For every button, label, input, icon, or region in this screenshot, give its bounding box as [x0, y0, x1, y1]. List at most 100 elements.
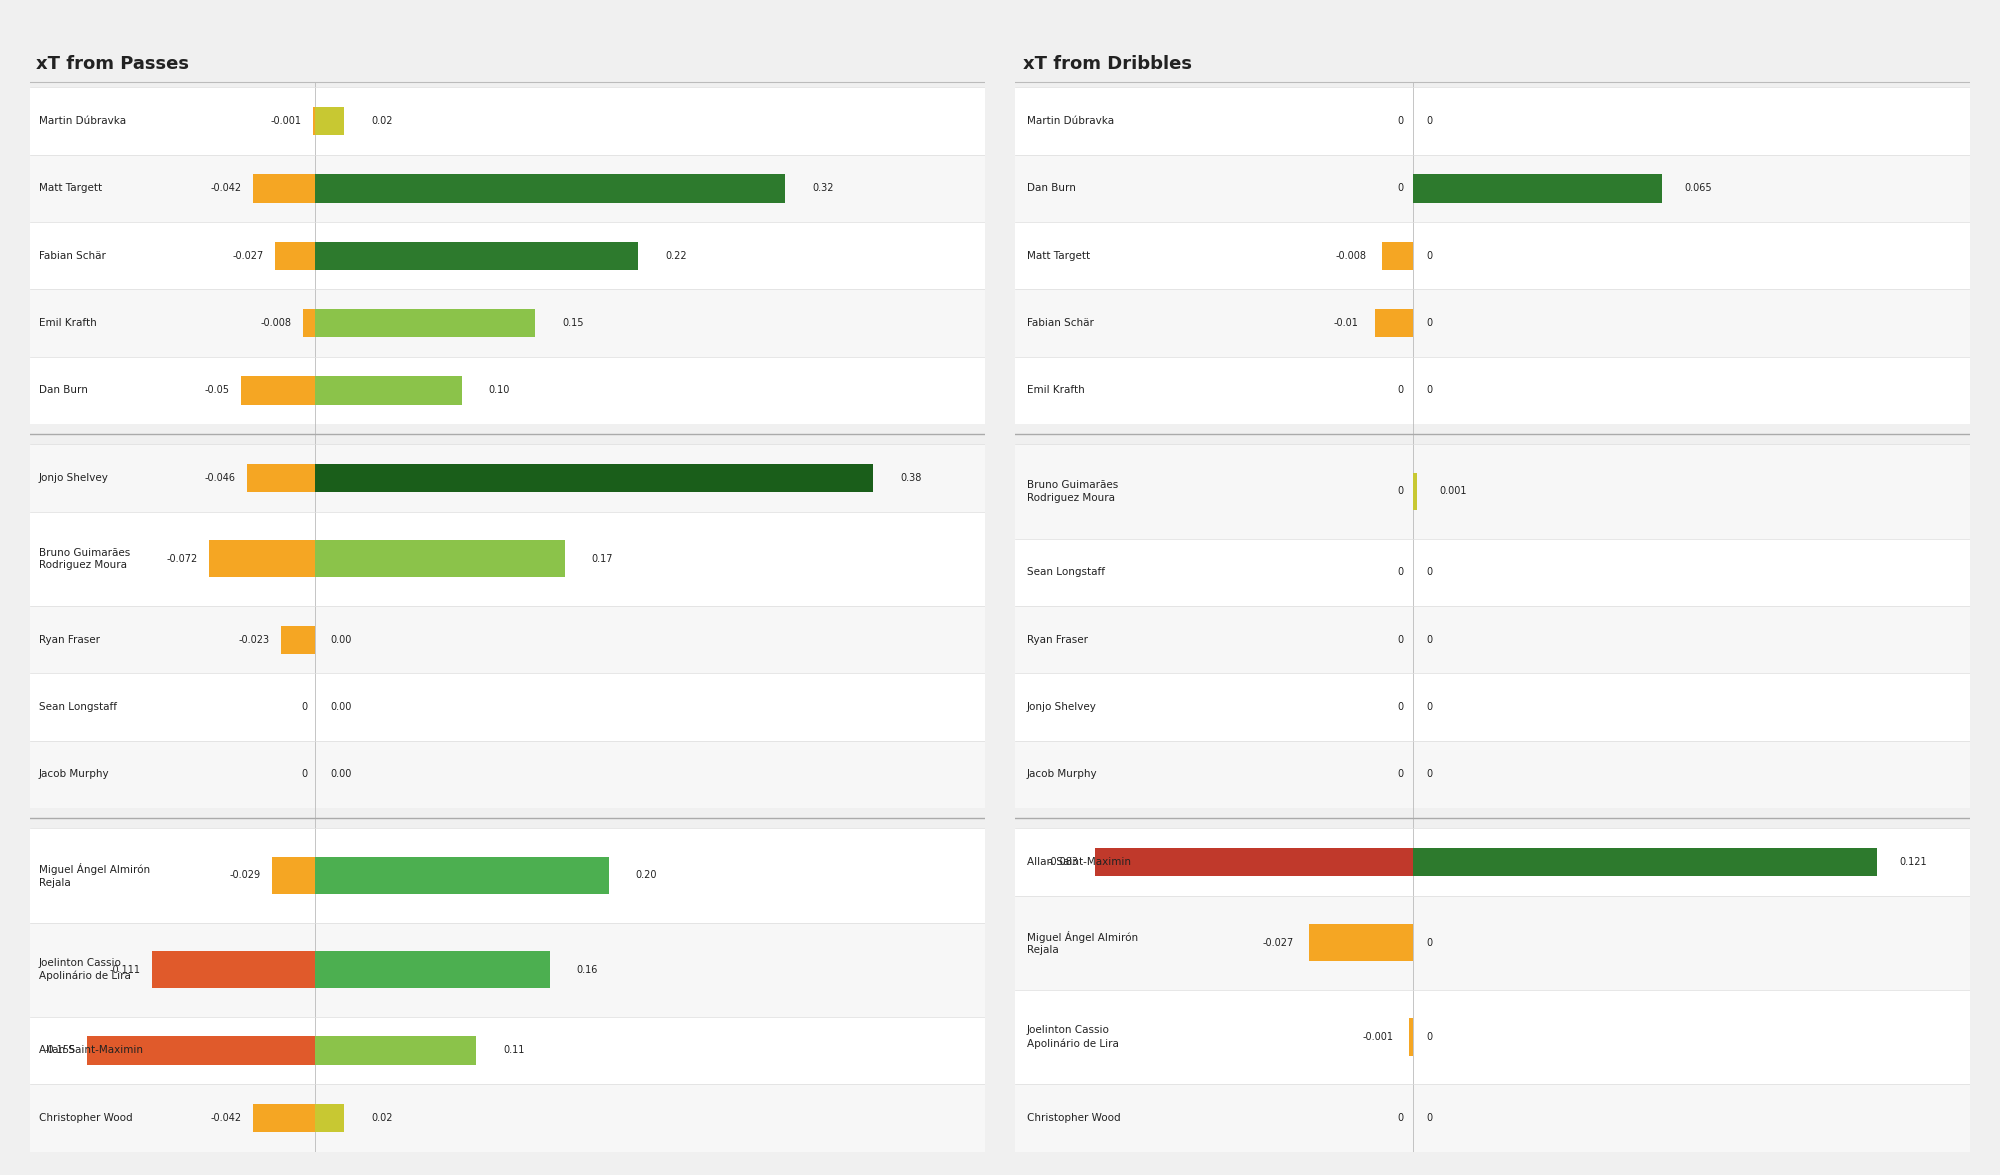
Text: Jonjo Shelvey: Jonjo Shelvey — [38, 474, 108, 483]
Text: Dan Burn: Dan Burn — [38, 385, 88, 396]
Text: 0: 0 — [1426, 318, 1432, 328]
Text: Matt Targett: Matt Targett — [1026, 250, 1090, 261]
Bar — [1016, 673, 1970, 740]
Text: 0: 0 — [1398, 701, 1404, 712]
Text: 0.00: 0.00 — [330, 770, 352, 779]
Bar — [30, 828, 984, 922]
Bar — [314, 174, 786, 202]
Bar — [30, 1085, 984, 1152]
Bar — [1016, 538, 1970, 606]
Bar — [280, 625, 314, 653]
Bar — [242, 376, 314, 404]
Bar — [314, 1103, 344, 1132]
Bar — [30, 740, 984, 808]
Text: -0.027: -0.027 — [232, 250, 264, 261]
Text: 0: 0 — [1398, 486, 1404, 497]
Text: 0: 0 — [1426, 770, 1432, 779]
Text: -0.05: -0.05 — [204, 385, 230, 396]
Text: 0: 0 — [1426, 568, 1432, 577]
Text: Christopher Wood: Christopher Wood — [1026, 1113, 1120, 1123]
Bar — [30, 444, 984, 511]
Text: Joelinton Cassio
Apolinário de Lira: Joelinton Cassio Apolinário de Lira — [38, 958, 130, 981]
Bar — [1094, 847, 1412, 877]
Text: Bruno Guimarães
Rodriguez Moura: Bruno Guimarães Rodriguez Moura — [1026, 481, 1118, 503]
Text: 0.001: 0.001 — [1440, 486, 1466, 497]
Text: 0: 0 — [1426, 938, 1432, 948]
Text: Miguel Ángel Almirón
Rejala: Miguel Ángel Almirón Rejala — [38, 864, 150, 887]
Bar — [1016, 895, 1970, 989]
Bar — [30, 222, 984, 289]
Text: 0: 0 — [1426, 250, 1432, 261]
Bar — [1410, 1019, 1412, 1055]
Text: Sean Longstaff: Sean Longstaff — [38, 701, 116, 712]
Text: 0.17: 0.17 — [592, 553, 612, 564]
Text: 0: 0 — [1398, 770, 1404, 779]
Text: 0.15: 0.15 — [562, 318, 584, 328]
Text: -0.072: -0.072 — [166, 553, 198, 564]
Text: Martin Dúbravka: Martin Dúbravka — [1026, 116, 1114, 126]
Text: 0: 0 — [1426, 116, 1432, 126]
Text: Bruno Guimarães
Rodriguez Moura: Bruno Guimarães Rodriguez Moura — [38, 548, 130, 570]
Bar — [1412, 474, 1416, 510]
Bar — [1016, 1085, 1970, 1152]
Bar — [276, 242, 314, 270]
Bar — [30, 87, 984, 155]
Text: 0: 0 — [1426, 1113, 1432, 1123]
Text: Fabian Schär: Fabian Schär — [38, 250, 106, 261]
Bar — [1016, 740, 1970, 808]
Bar — [314, 540, 564, 577]
Bar — [314, 951, 550, 988]
Bar — [1016, 155, 1970, 222]
Bar — [1016, 606, 1970, 673]
Text: Jacob Murphy: Jacob Murphy — [1026, 770, 1098, 779]
Bar — [254, 1103, 314, 1132]
Bar — [30, 357, 984, 424]
Text: 0: 0 — [1398, 385, 1404, 396]
Text: 0: 0 — [1398, 1113, 1404, 1123]
Text: -0.008: -0.008 — [1336, 250, 1366, 261]
Bar — [314, 857, 608, 894]
Text: Christopher Wood: Christopher Wood — [38, 1113, 132, 1123]
Text: 0: 0 — [1426, 1032, 1432, 1042]
Bar — [152, 951, 314, 988]
Bar — [30, 289, 984, 357]
Text: Fabian Schär: Fabian Schär — [1026, 318, 1094, 328]
Bar — [30, 673, 984, 740]
Text: -0.046: -0.046 — [204, 474, 236, 483]
Text: -0.001: -0.001 — [270, 116, 302, 126]
Text: Joelinton Cassio
Apolinário de Lira: Joelinton Cassio Apolinário de Lira — [1026, 1026, 1118, 1048]
Bar — [30, 606, 984, 673]
Text: 0.121: 0.121 — [1900, 857, 1928, 867]
Bar — [1016, 989, 1970, 1085]
Text: Ryan Fraser: Ryan Fraser — [38, 634, 100, 645]
Bar — [1016, 828, 1970, 895]
Bar — [1016, 289, 1970, 357]
Bar — [1016, 444, 1970, 538]
Text: Martin Dúbravka: Martin Dúbravka — [38, 116, 126, 126]
Bar — [1310, 925, 1412, 961]
Text: -0.155: -0.155 — [44, 1046, 76, 1055]
Bar — [1016, 222, 1970, 289]
Bar — [314, 309, 536, 337]
Bar — [314, 1036, 476, 1065]
Bar — [30, 511, 984, 606]
Text: -0.027: -0.027 — [1262, 938, 1294, 948]
Text: 0: 0 — [1398, 634, 1404, 645]
Text: 0.20: 0.20 — [636, 871, 658, 880]
Text: -0.111: -0.111 — [110, 965, 140, 974]
Text: 0: 0 — [1426, 701, 1432, 712]
Bar — [304, 309, 314, 337]
Text: Allan Saint-Maximin: Allan Saint-Maximin — [1026, 857, 1130, 867]
Text: -0.023: -0.023 — [238, 634, 270, 645]
Bar — [314, 242, 638, 270]
Bar — [1016, 87, 1970, 155]
Text: Emil Krafth: Emil Krafth — [38, 318, 96, 328]
Text: 0.065: 0.065 — [1684, 183, 1712, 194]
Text: xT from Passes: xT from Passes — [36, 55, 188, 73]
Text: Matt Targett: Matt Targett — [38, 183, 102, 194]
Text: -0.029: -0.029 — [230, 871, 260, 880]
Text: 0: 0 — [1398, 183, 1404, 194]
Text: Allan Saint-Maximin: Allan Saint-Maximin — [38, 1046, 142, 1055]
Text: 0: 0 — [1426, 385, 1432, 396]
Bar — [30, 155, 984, 222]
